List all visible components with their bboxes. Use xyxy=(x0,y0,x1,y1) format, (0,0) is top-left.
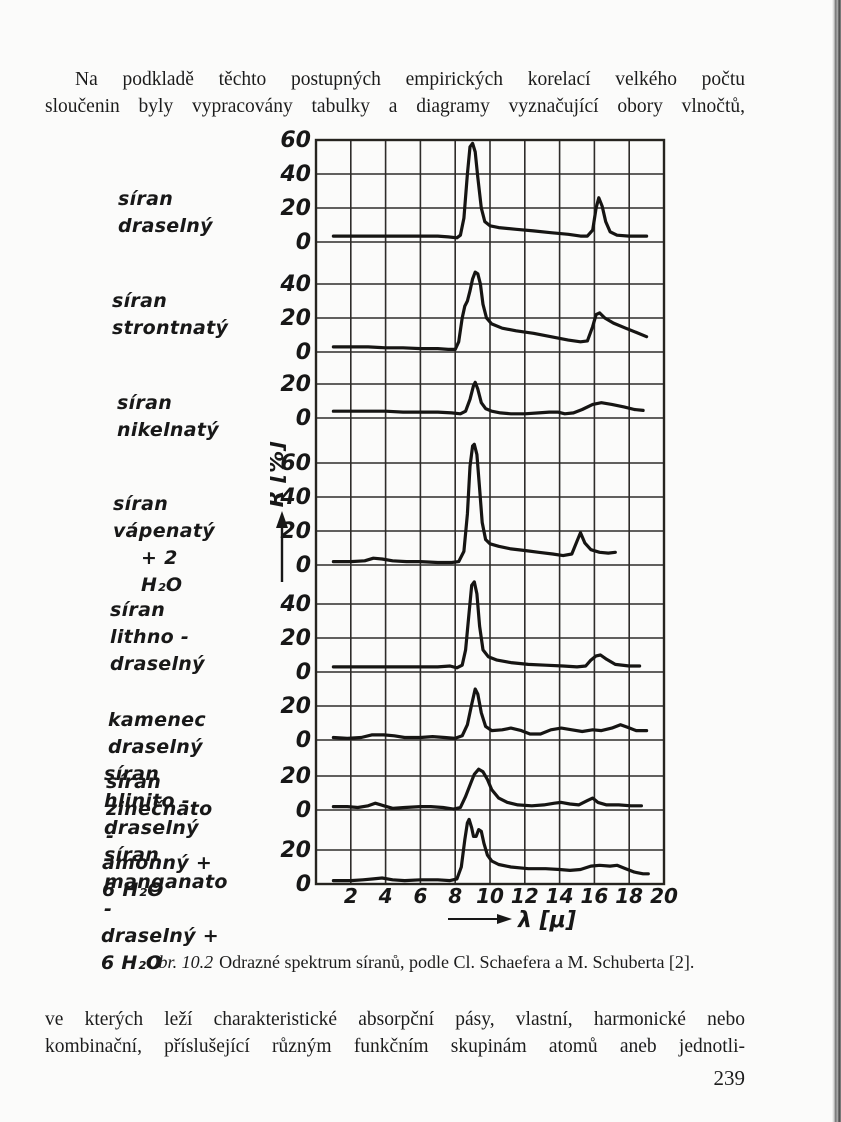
panel-label-line: síran lithno - xyxy=(110,599,190,648)
panel-label-line: kamenec draselný xyxy=(108,709,206,758)
panel-label-line: síran strontnatý xyxy=(112,290,229,339)
y-tick-label: 0 xyxy=(296,728,311,753)
x-tick-label: 10 xyxy=(476,884,504,908)
panel-label-line: síran hlinito -draselný xyxy=(104,763,199,839)
y-tick-label: 40 xyxy=(279,162,311,187)
x-axis-arrowhead xyxy=(497,914,512,924)
panel-label-6: síran zinečnato - amonný + 6 H₂O xyxy=(102,769,213,904)
spectrum-curve-6 xyxy=(331,767,644,811)
x-tick-label: 20 xyxy=(650,884,678,908)
paragraph-top: Na podkladě těchto postupných empirickýc… xyxy=(45,66,745,120)
chart-grid xyxy=(315,139,665,885)
panel-label-5: kamenec draselný síran hlinito -draselný xyxy=(104,707,206,842)
paragraph-bottom-line2: kombinační, příslušející různým funkčním… xyxy=(45,1036,745,1057)
paragraph-top-line2: sloučenin byly vypracovány tabulky a dia… xyxy=(45,96,745,117)
panel-label-2: síran nikelnatý xyxy=(117,390,219,444)
y-axis-label: R [%] xyxy=(270,441,289,508)
y-tick-label: 0 xyxy=(296,230,311,255)
y-axis-arrowhead xyxy=(276,511,288,528)
y-tick-label: 0 xyxy=(296,798,311,823)
panel-label-line: draselný xyxy=(110,653,205,675)
panel-label-line: síran vápenatý xyxy=(113,493,215,542)
y-tick-label: 0 xyxy=(296,660,311,685)
spectrum-curve-7 xyxy=(331,817,650,883)
y-tick-label: 20 xyxy=(280,694,311,719)
page-number: 239 xyxy=(713,1066,746,1090)
x-tick-label: 12 xyxy=(511,884,539,908)
x-tick-label: 6 xyxy=(413,884,427,908)
x-tick-label: 4 xyxy=(378,884,393,908)
paragraph-bottom-line1: ve kterých leží charakteristické absorpč… xyxy=(45,1009,745,1030)
y-tick-label: 0 xyxy=(296,406,311,431)
spectrum-curve-4 xyxy=(331,580,642,670)
y-tick-label: 0 xyxy=(296,340,311,365)
panel-label-line: síran manganato - xyxy=(104,844,228,920)
y-tick-label: 20 xyxy=(280,838,311,863)
paragraph-top-line1: Na podkladě těchto postupných empirickýc… xyxy=(75,69,745,90)
figure-caption: Obr. 10.2 Odrazné spektrum síranů, podle … xyxy=(60,952,780,973)
x-tick-label: 14 xyxy=(546,884,574,908)
y-tick-label: 40 xyxy=(279,592,311,617)
spectrum-curve-0 xyxy=(331,141,649,240)
panel-label-line: síran zinečnato - xyxy=(106,771,213,847)
panel-label-line: síran nikelnatý xyxy=(117,392,219,441)
y-tick-label: 20 xyxy=(280,196,311,221)
y-tick-label: 60 xyxy=(280,451,311,476)
x-tick-label: 18 xyxy=(615,884,643,908)
reflection-spectra-chart: 0 20 40 60 0 20 40 0 20 0 20 40 60 0 20 40 0 20 0 20 0 20 2 4 6 8… xyxy=(270,128,678,933)
y-tick-label: 60 xyxy=(280,128,311,153)
paragraph-bottom: ve kterých leží charakteristické absorpč… xyxy=(45,1006,745,1060)
x-tick-label: 2 xyxy=(344,884,358,908)
y-tick-label: 40 xyxy=(279,485,311,510)
y-tick-label: 40 xyxy=(279,272,311,297)
y-tick-label: 0 xyxy=(296,872,311,897)
x-axis-label: λ [μ] xyxy=(517,908,576,933)
x-tick-label: 8 xyxy=(448,884,462,908)
spectrum-curve-1 xyxy=(331,270,649,351)
y-tick-label: 20 xyxy=(280,372,311,397)
spectrum-curve-5 xyxy=(331,687,649,740)
spectrum-curve-2 xyxy=(331,380,645,416)
panel-label-3: síran vápenatý + 2 H₂O xyxy=(113,491,215,599)
x-tick-label: 16 xyxy=(580,884,608,908)
panel-label-line: amonný + 6 H₂O xyxy=(102,852,213,901)
y-tick-label: 0 xyxy=(296,553,311,578)
panel-label-7: síran manganato - draselný + 6 H₂O xyxy=(101,842,228,977)
y-tick-label: 20 xyxy=(280,626,311,651)
scan-edge-shadow xyxy=(832,0,841,1122)
caption-number: Obr. 10.2 xyxy=(145,952,214,972)
panel-label-line: draselný + 6 H₂O xyxy=(101,925,219,974)
panel-label-0: síran draselný xyxy=(118,186,213,240)
caption-text: Odrazné spektrum síranů, podle Cl. Schae… xyxy=(219,952,695,972)
panel-label-line: síran draselný xyxy=(118,188,213,237)
spectrum-curve-3 xyxy=(331,442,617,565)
panel-label-1: síran strontnatý xyxy=(112,288,228,342)
y-tick-label: 20 xyxy=(280,764,311,789)
panel-label-4: síran lithno - draselný xyxy=(110,597,205,678)
y-tick-label: 20 xyxy=(280,306,311,331)
panel-label-line: + 2 H₂O xyxy=(141,547,183,596)
